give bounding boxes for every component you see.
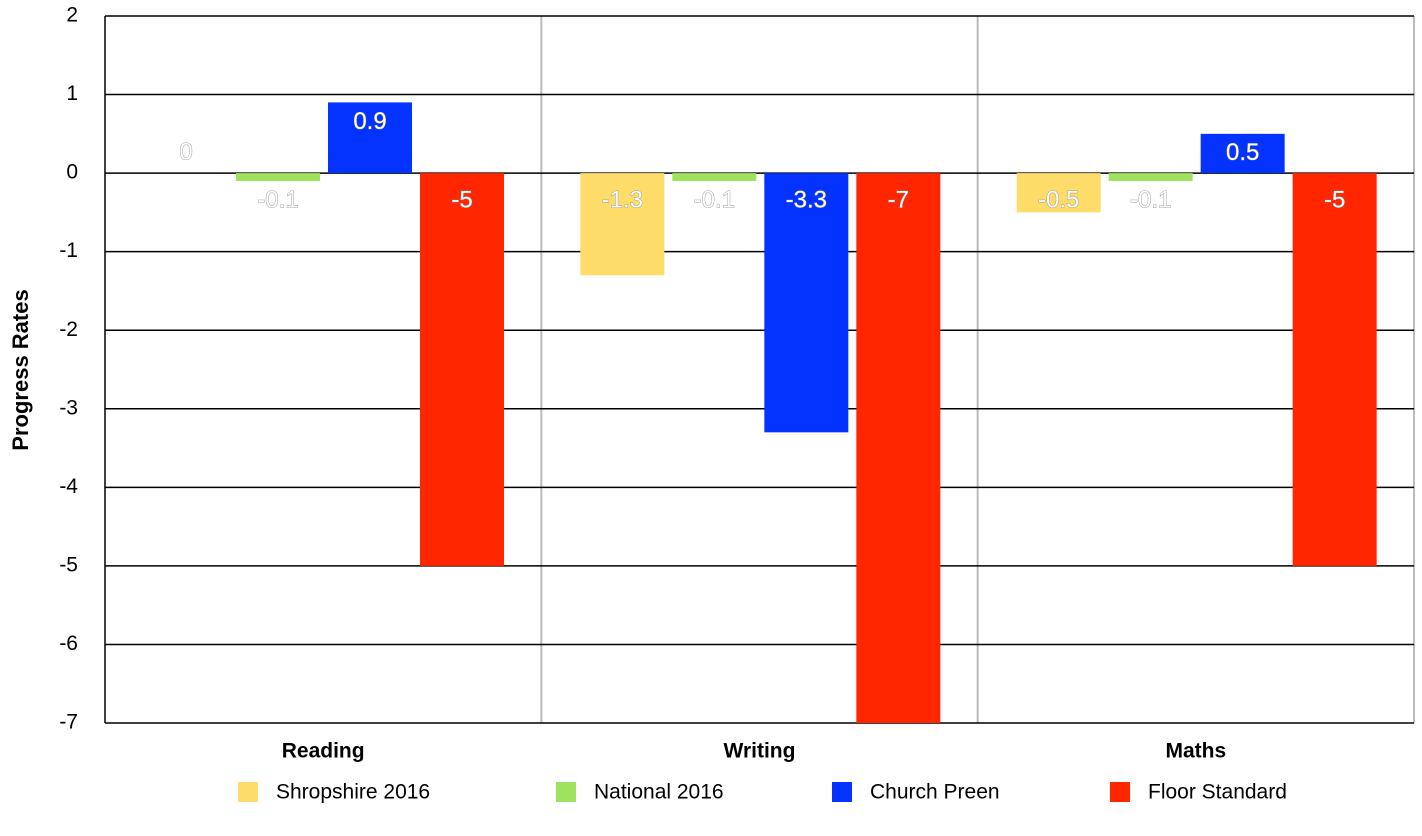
y-tick-label: -4 [59,475,78,498]
bar [1108,173,1193,181]
value-label: -0.1 [257,186,298,213]
bar [328,102,412,174]
legend-label: Church Preen [870,781,1000,804]
bar [236,173,320,181]
value-label: 0.9 [353,108,386,135]
y-tick-label: -5 [59,553,78,576]
x-tick-label: Maths [1165,740,1226,763]
value-label: -0.1 [1130,186,1171,213]
x-tick-label: Reading [282,740,365,763]
value-label: 0 [179,138,192,165]
bar [764,173,849,433]
y-axis-label: Progress Rates [8,289,33,450]
value-label: -0.5 [1038,186,1079,213]
y-tick-label: 1 [66,82,78,105]
value-label: -1.3 [602,186,643,213]
bar [1016,173,1101,213]
value-label: -5 [1324,186,1345,213]
value-label: -7 [888,186,909,213]
y-tick-label: -7 [59,711,78,734]
value-label: 0.5 [1226,139,1259,166]
y-tick-label: -1 [59,239,78,262]
legend-swatch [832,782,852,802]
legend-swatch [556,782,576,802]
y-tick-label: 2 [66,4,78,27]
y-tick-label: 0 [66,161,78,184]
legend-swatch [1110,782,1130,802]
y-tick-label: -3 [59,396,78,419]
bar [672,173,757,181]
x-tick-label: Writing [724,740,796,763]
value-label: -0.1 [694,186,735,213]
legend-swatch [238,782,258,802]
y-tick-label: -6 [59,632,78,655]
bar [420,173,504,566]
value-label: -5 [451,186,472,213]
legend-label: Floor Standard [1148,781,1287,804]
value-label: -3.3 [786,186,827,213]
bar [580,173,665,276]
y-tick-label: -2 [59,318,78,341]
legend-label: National 2016 [594,781,724,804]
legend-label: Shropshire 2016 [276,781,430,804]
bar [1200,133,1285,174]
bar [856,173,941,724]
bar [1292,173,1377,566]
